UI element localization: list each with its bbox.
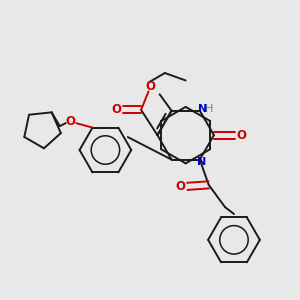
Text: O: O xyxy=(111,103,121,116)
Text: N: N xyxy=(196,157,206,167)
Text: O: O xyxy=(176,180,186,193)
Text: O: O xyxy=(145,80,155,93)
Text: H: H xyxy=(205,104,214,114)
Text: O: O xyxy=(66,115,76,128)
Text: N: N xyxy=(198,104,207,114)
Text: O: O xyxy=(236,129,246,142)
